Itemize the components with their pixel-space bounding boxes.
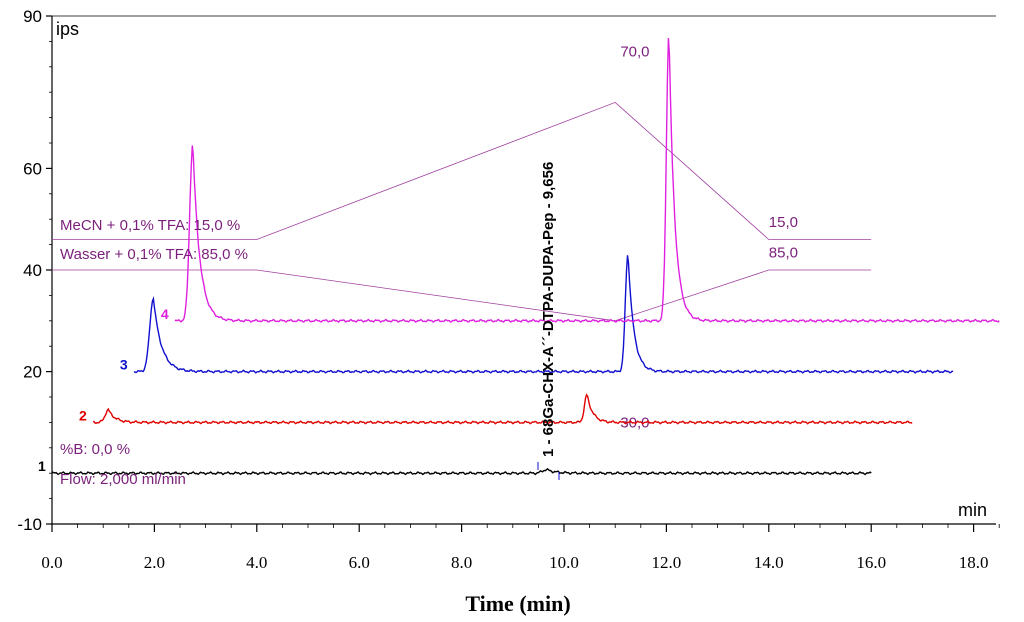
gradient-program: 70,015,085,030,0 — [52, 44, 872, 431]
gradient-value-label: 85,0 — [769, 244, 798, 261]
x-tick-label: 2.0 — [144, 553, 165, 572]
x-tick-label: 14.0 — [754, 553, 784, 572]
x-axis-unit: min — [958, 500, 987, 520]
x-tick-label: 12.0 — [652, 553, 682, 572]
trace-line-1 — [51, 468, 872, 476]
y-axis-unit: ips — [56, 19, 79, 39]
x-tick-label: 18.0 — [959, 553, 989, 572]
y-tick-group: -10 20 40 60 90 — [17, 7, 52, 534]
y-tick-label: 20 — [23, 363, 42, 382]
x-tick-group: 0.0 2.0 4.0 6.0 8.0 10.0 12.0 14.0 16.0 18.0 — [41, 524, 1000, 572]
x-tick-label: 16.0 — [856, 553, 886, 572]
mecn-gradient-line — [52, 269, 872, 322]
trace-line-4 — [174, 38, 1000, 323]
gradient-value-label: 70,0 — [620, 44, 649, 61]
x-tick-label: 6.0 — [349, 553, 370, 572]
trace-line-2 — [93, 393, 913, 425]
trace-line-3 — [133, 255, 954, 374]
percent-b-label: %B: 0,0 % — [60, 441, 130, 458]
x-tick-label: 10.0 — [549, 553, 579, 572]
y-tick-label: -10 — [17, 515, 42, 534]
trace-number-label: 3 — [120, 357, 128, 373]
x-tick-label: 4.0 — [246, 553, 267, 572]
y-tick-label: 90 — [23, 7, 42, 26]
mecn-gradient-label: MeCN + 0,1% TFA: 15,0 % — [60, 217, 240, 234]
x-axis-title: Time (min) — [465, 591, 570, 616]
x-tick-label: 8.0 — [451, 553, 472, 572]
trace-group: 1 2 3 4 — [38, 38, 1000, 476]
flow-label: Flow: 2,000 ml/min — [60, 471, 186, 488]
gradient-value-label: 15,0 — [769, 214, 798, 231]
trace-number-label: 4 — [161, 306, 169, 322]
y-tick-label: 60 — [23, 159, 42, 178]
trace-number-label: 1 — [38, 458, 46, 474]
peak-annotation: 1 - 68Ga-CHX-A´´-DTPA-DUPA-Pep - 9,656 — [540, 162, 557, 457]
x-tick-label: 0.0 — [41, 553, 62, 572]
y-tick-label: 40 — [23, 261, 42, 280]
wasser-gradient-label: Wasser + 0,1% TFA: 85,0 % — [60, 246, 248, 263]
trace-number-label: 2 — [79, 407, 87, 423]
